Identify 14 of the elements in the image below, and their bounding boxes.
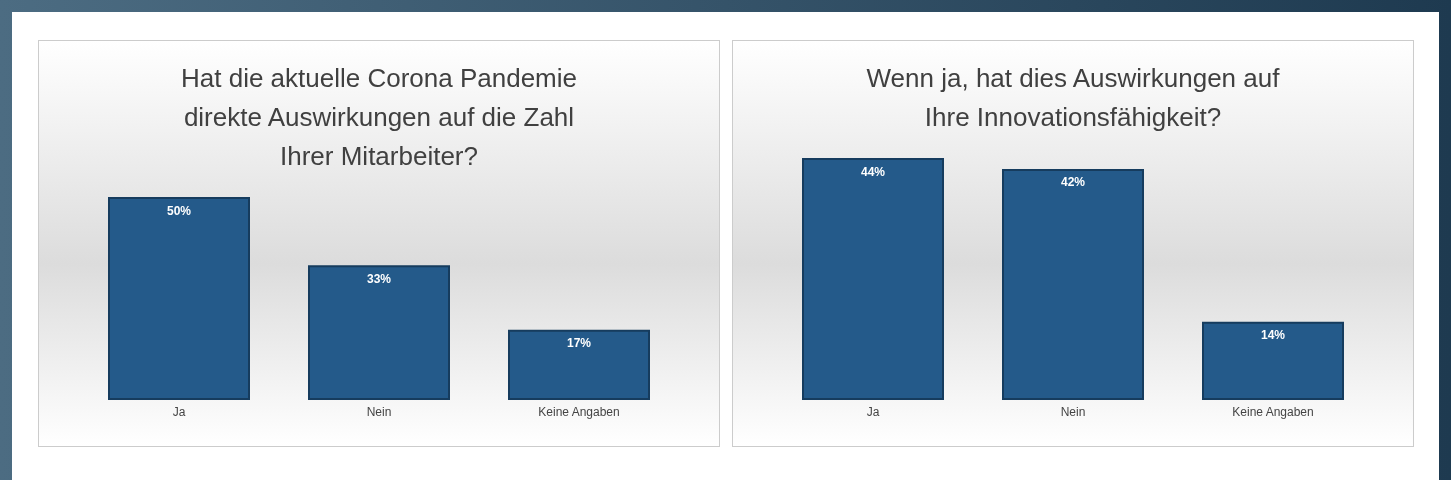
data-label: 42% <box>1060 175 1086 190</box>
data-label: 50% <box>166 203 192 218</box>
data-label: 33% <box>366 271 392 286</box>
x-tick-label: Ja <box>866 404 880 419</box>
x-tick-label: Nein <box>366 404 392 419</box>
data-label: 14% <box>1260 328 1286 343</box>
x-tick-label: Nein <box>1060 404 1086 419</box>
x-tick-label: Ja <box>172 404 186 419</box>
x-tick-label: Keine Angaben <box>538 404 620 419</box>
chart-title: Hat die aktuelle Corona Pandemie direkte Auswirkungen auf die Zahl Ihrer Mitarbeiter? <box>180 62 578 173</box>
chart-title: Wenn ja, hat dies Auswirkungen auf Ihre Innovationsfähigkeit? <box>865 62 1281 134</box>
data-label: 44% <box>860 164 886 179</box>
x-tick-label: Keine Angaben <box>1232 404 1314 419</box>
data-label: 17% <box>566 336 592 351</box>
